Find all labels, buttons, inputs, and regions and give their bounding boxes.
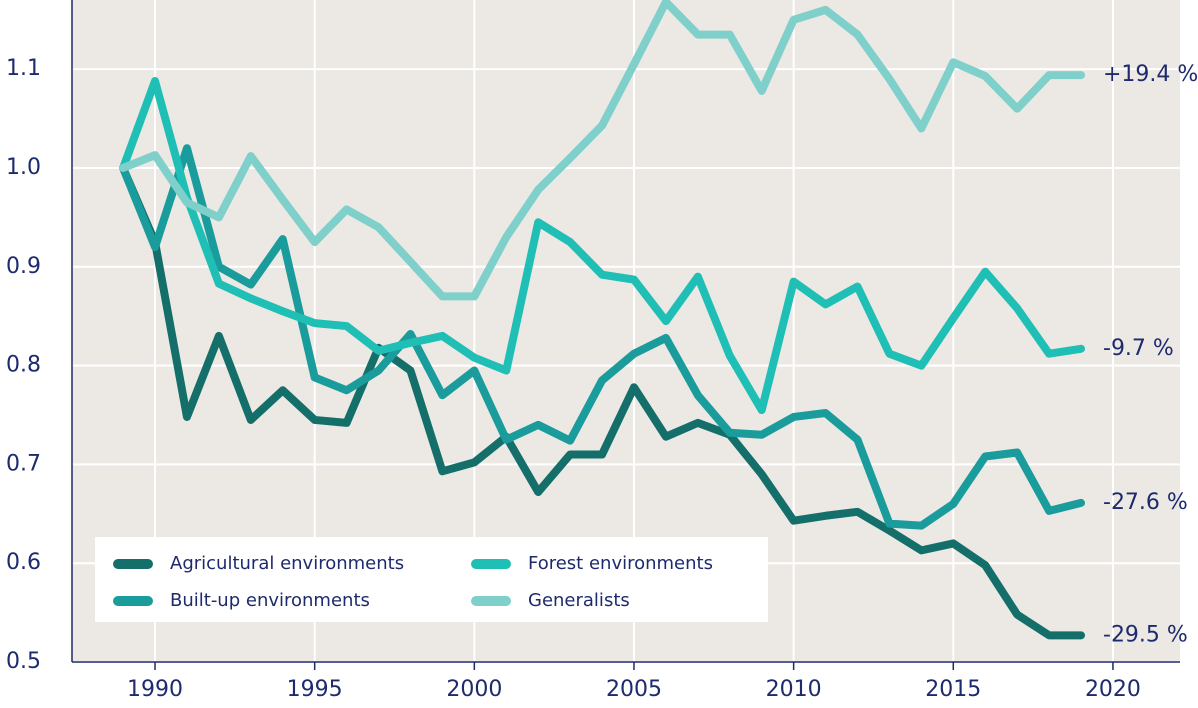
end-label: -27.6 % [1103,490,1188,515]
end-label: -9.7 % [1103,336,1174,361]
x-tick-label: 1990 [127,677,183,702]
y-tick-label: 0.9 [6,254,41,279]
series-line [119,77,1086,415]
x-tick-label: 2010 [766,677,822,702]
end-label: -29.5 % [1103,622,1188,647]
y-tick-label: 0.7 [6,451,41,476]
x-tick-label: 1995 [287,677,343,702]
series-line [119,0,1086,301]
legend-box [95,537,768,622]
legend-label: Generalists [528,590,630,611]
y-tick-label: 0.6 [6,550,41,575]
end-label: +19.4 % [1103,62,1198,87]
series-line [119,163,1086,640]
y-tick-label: 0.8 [6,353,41,378]
legend-label: Agricultural environments [170,553,404,574]
series-line [119,144,1086,530]
y-tick-label: 1.0 [6,155,41,180]
legend-label: Built-up environments [170,590,370,611]
y-tick-label: 1.1 [6,56,41,81]
x-tick-label: 2005 [606,677,662,702]
y-tick-label: 0.5 [6,649,41,674]
x-tick-label: 2015 [925,677,981,702]
legend-label: Forest environments [528,553,713,574]
x-tick-label: 2000 [446,677,502,702]
x-tick-label: 2020 [1085,677,1141,702]
